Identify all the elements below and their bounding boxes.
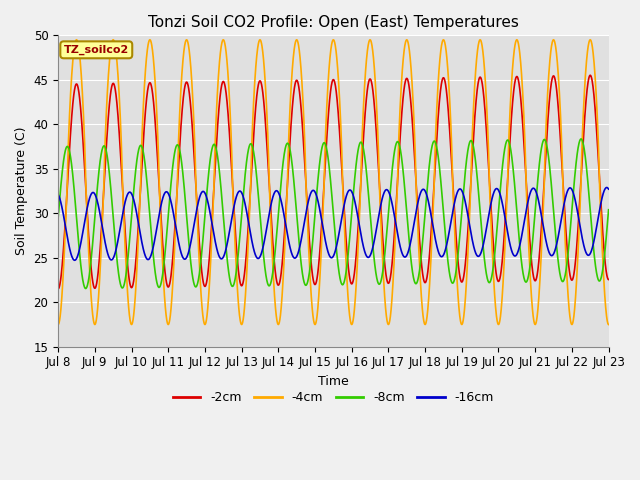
-16cm xyxy=(150,241,157,247)
-16cm xyxy=(266,210,273,216)
-4cm xyxy=(117,134,125,140)
-8cm xyxy=(535,168,543,174)
-2cm xyxy=(54,286,62,292)
Title: Tonzi Soil CO2 Profile: Open (East) Temperatures: Tonzi Soil CO2 Profile: Open (East) Temp… xyxy=(148,15,519,30)
Line: -16cm: -16cm xyxy=(58,188,609,260)
-16cm xyxy=(603,185,611,191)
-2cm xyxy=(605,276,612,282)
-4cm xyxy=(73,37,81,43)
Text: TZ_soilco2: TZ_soilco2 xyxy=(63,45,129,55)
-8cm xyxy=(595,276,602,282)
Line: -2cm: -2cm xyxy=(58,75,609,289)
-8cm xyxy=(117,284,125,289)
-8cm xyxy=(150,257,157,263)
-2cm xyxy=(586,72,594,78)
-4cm xyxy=(605,322,612,327)
Y-axis label: Soil Temperature (C): Soil Temperature (C) xyxy=(15,127,28,255)
-8cm xyxy=(54,215,62,221)
-4cm xyxy=(535,297,543,303)
-16cm xyxy=(535,198,543,204)
-2cm xyxy=(117,157,125,163)
-2cm xyxy=(266,181,273,187)
-16cm xyxy=(54,192,62,197)
-16cm xyxy=(71,257,79,263)
-4cm xyxy=(266,185,273,191)
Line: -4cm: -4cm xyxy=(58,40,609,324)
-16cm xyxy=(594,216,602,222)
-8cm xyxy=(605,207,612,213)
-2cm xyxy=(289,96,297,102)
X-axis label: Time: Time xyxy=(318,375,349,388)
Line: -8cm: -8cm xyxy=(58,139,609,288)
-4cm xyxy=(150,60,157,66)
-2cm xyxy=(594,149,602,155)
-8cm xyxy=(82,286,90,291)
-4cm xyxy=(594,129,602,135)
-4cm xyxy=(54,322,62,327)
-8cm xyxy=(266,283,273,288)
Legend: -2cm, -4cm, -8cm, -16cm: -2cm, -4cm, -8cm, -16cm xyxy=(168,386,499,409)
-2cm xyxy=(534,262,542,268)
-16cm xyxy=(289,254,297,260)
-16cm xyxy=(117,220,125,226)
-8cm xyxy=(289,172,297,178)
-8cm xyxy=(577,136,585,142)
-4cm xyxy=(289,55,297,60)
-2cm xyxy=(150,100,157,106)
-16cm xyxy=(605,186,612,192)
